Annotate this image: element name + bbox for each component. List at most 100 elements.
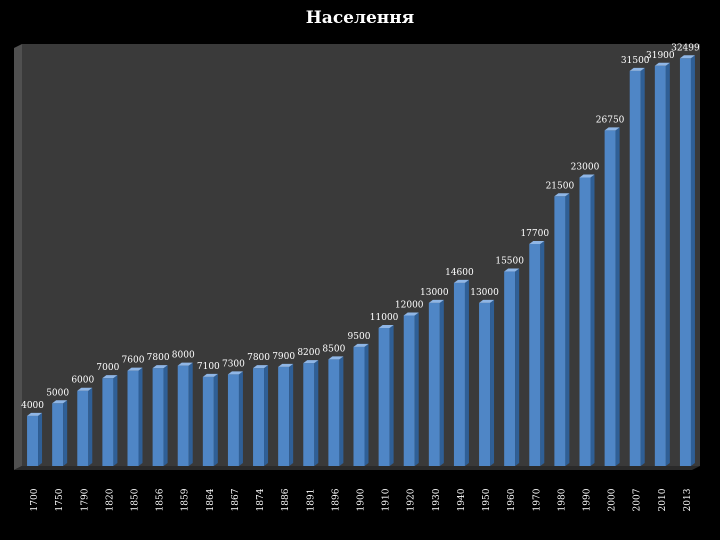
bar-top xyxy=(227,371,243,375)
bar xyxy=(378,328,390,466)
data-label: 7000 xyxy=(96,363,119,373)
data-label: 31900 xyxy=(646,51,675,61)
data-label: 7600 xyxy=(122,356,145,366)
data-label: 13000 xyxy=(420,288,449,298)
x-tick-label: 1790 xyxy=(80,488,90,511)
bar-side xyxy=(163,365,168,466)
bar-side xyxy=(339,356,344,466)
bar-top xyxy=(253,365,269,369)
bar-top xyxy=(529,240,545,244)
bar xyxy=(152,368,164,466)
bar-top xyxy=(127,367,143,371)
x-tick-label: 1960 xyxy=(507,488,517,511)
bar-top xyxy=(303,360,319,364)
x-tick-label: 1859 xyxy=(181,488,191,511)
bar-side xyxy=(63,400,68,466)
bar-top xyxy=(278,363,294,367)
data-label: 8000 xyxy=(172,351,195,361)
bar-side xyxy=(389,325,394,466)
bar xyxy=(303,363,315,466)
x-tick-label: 2007 xyxy=(633,488,643,511)
data-label: 15500 xyxy=(495,257,524,267)
x-tick-label: 2000 xyxy=(608,488,618,511)
x-tick-label: 1980 xyxy=(557,488,567,511)
bar-top xyxy=(52,400,68,404)
bar-side xyxy=(213,373,218,466)
x-tick-label: 1970 xyxy=(532,488,542,511)
bar-top xyxy=(504,268,520,272)
bar-side xyxy=(314,360,319,466)
bar xyxy=(27,415,39,466)
bar-side xyxy=(565,193,570,467)
bar-side xyxy=(665,62,670,467)
x-tick-label: 1820 xyxy=(105,488,115,511)
bars-group xyxy=(27,55,695,467)
bar-top xyxy=(629,67,645,71)
bar-top xyxy=(353,343,369,347)
x-tick-label: 1867 xyxy=(231,488,241,511)
bar-top xyxy=(654,62,670,66)
data-label: 21500 xyxy=(546,181,575,191)
bar xyxy=(604,130,616,466)
x-tick-label: 1886 xyxy=(281,488,291,511)
data-label: 31500 xyxy=(621,56,650,66)
plot-floor xyxy=(14,466,700,470)
data-label: 13000 xyxy=(470,288,499,298)
bar xyxy=(679,58,691,466)
data-label: 14600 xyxy=(445,268,474,278)
x-tick-label: 1750 xyxy=(55,488,65,511)
data-label: 9500 xyxy=(348,332,371,342)
bar-side xyxy=(238,371,243,466)
bar-top xyxy=(102,375,118,379)
data-label: 11000 xyxy=(370,313,399,323)
data-label: 26750 xyxy=(596,115,625,125)
bar xyxy=(428,302,440,466)
bar xyxy=(529,243,541,466)
data-label: 7100 xyxy=(197,362,220,372)
bar-top xyxy=(604,127,620,131)
bar-top xyxy=(202,373,218,377)
data-label: 32499 xyxy=(671,43,700,53)
x-tick-label: 1930 xyxy=(432,488,442,511)
x-tick-label: 1864 xyxy=(206,488,216,511)
data-label: 7300 xyxy=(222,359,245,369)
data-label: 4000 xyxy=(21,401,44,411)
x-tick-label: 1990 xyxy=(583,488,593,511)
bar-top xyxy=(428,299,444,303)
bar-side xyxy=(464,279,469,466)
bar-top xyxy=(554,193,570,197)
x-tick-label: 1900 xyxy=(357,488,367,511)
bar xyxy=(177,365,189,466)
data-label: 8200 xyxy=(297,348,320,358)
x-tick-labels-group: 1700 1750 1790 1820 1850 1856 1859 1864 1867 1874… xyxy=(30,488,693,511)
bar-side xyxy=(414,312,419,466)
x-tick-label: 1891 xyxy=(306,489,316,512)
bar-side xyxy=(264,365,269,466)
bar xyxy=(403,315,415,466)
bar-top xyxy=(177,362,193,366)
x-tick-label: 1874 xyxy=(256,488,266,511)
bar xyxy=(579,177,591,467)
bar-top xyxy=(27,412,43,416)
x-tick-label: 2010 xyxy=(658,488,668,511)
data-label: 7900 xyxy=(272,352,295,362)
plot-side-wall xyxy=(14,44,22,470)
bar-side xyxy=(88,387,93,466)
bar-side xyxy=(289,363,294,466)
bar-side xyxy=(640,67,645,467)
bar xyxy=(102,378,114,466)
bar-side xyxy=(364,343,369,466)
x-tick-label: 2013 xyxy=(683,488,693,511)
bar xyxy=(654,65,666,467)
bar-side xyxy=(590,174,595,467)
x-tick-label: 1910 xyxy=(382,488,392,511)
bar-side xyxy=(113,375,118,466)
bar-top xyxy=(152,365,168,369)
x-tick-label: 1896 xyxy=(331,488,341,511)
bar-top xyxy=(453,279,469,283)
bar xyxy=(278,366,290,466)
bar-top xyxy=(77,387,93,391)
bar xyxy=(554,196,566,467)
data-label: 8500 xyxy=(322,344,345,354)
